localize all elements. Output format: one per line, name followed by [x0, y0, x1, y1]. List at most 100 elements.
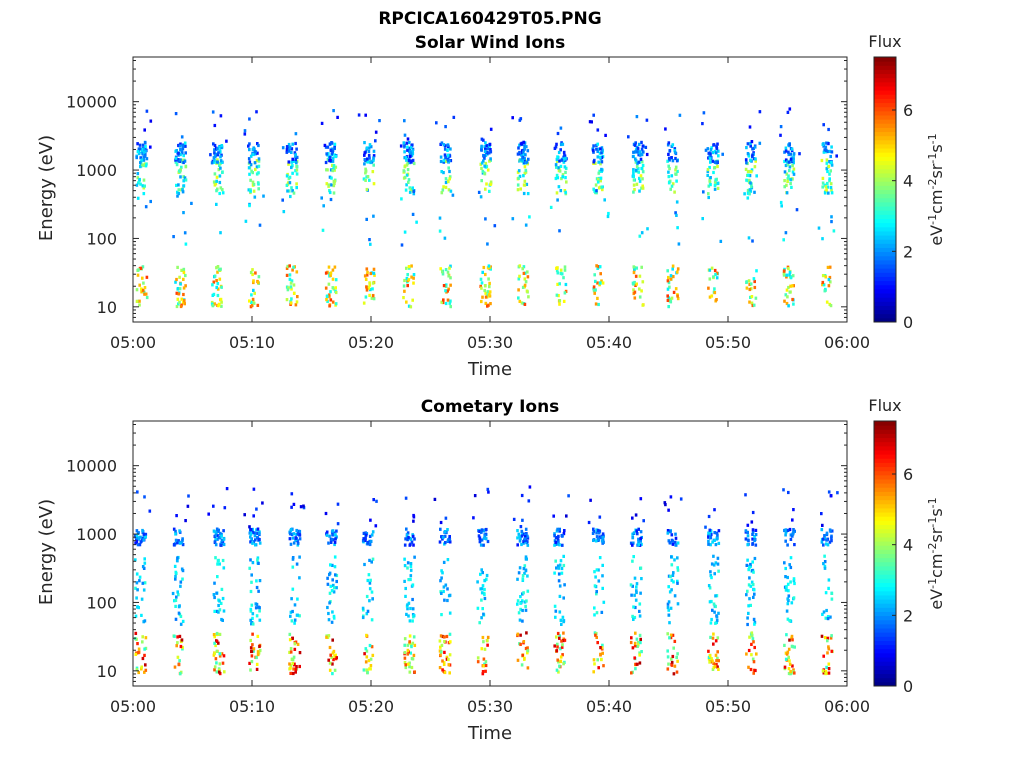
colorbar-segment: [874, 661, 896, 666]
flux-cell: [440, 170, 443, 174]
flux-cell: [561, 653, 564, 657]
flux-cell: [821, 669, 825, 673]
flux-cell: [368, 534, 372, 538]
flux-cell: [448, 169, 451, 174]
flux-cell: [485, 144, 488, 148]
flux-cell: [371, 653, 375, 657]
flux-cell: [141, 265, 145, 269]
flux-cell: [708, 586, 712, 590]
flux-cell: [667, 152, 670, 156]
flux-cell: [433, 497, 437, 501]
flux-cell: [371, 170, 375, 174]
flux-cell: [248, 204, 251, 208]
flux-cell: [484, 663, 488, 668]
flux-cell: [641, 144, 645, 148]
flux-cell: [675, 213, 678, 217]
flux-cell: [409, 568, 413, 572]
flux-cell: [178, 541, 182, 545]
flux-cell: [637, 170, 640, 174]
flux-cell: [320, 196, 323, 200]
flux-cell: [552, 514, 555, 518]
flux-cell: [216, 537, 219, 541]
flux-cell: [822, 144, 825, 148]
flux-cell: [329, 290, 332, 294]
flux-cell: [369, 667, 372, 671]
flux-cell: [213, 651, 216, 655]
flux-cell: [478, 621, 481, 625]
flux-cell: [174, 532, 177, 536]
flux-cell: [182, 301, 185, 305]
flux-cell: [179, 622, 183, 626]
flux-cell: [524, 608, 528, 612]
flux-cell: [328, 645, 332, 650]
flux-cell: [637, 142, 641, 146]
flux-cell: [707, 514, 711, 519]
flux-cell: [667, 508, 670, 512]
y-tick-label: 1000: [76, 525, 117, 544]
flux-cell: [716, 656, 719, 660]
flux-cell: [751, 510, 755, 515]
flux-cell: [177, 143, 180, 148]
flux-cell: [517, 611, 521, 615]
flux-cell: [750, 295, 754, 299]
flux-cell: [295, 300, 299, 304]
flux-cell: [560, 571, 564, 575]
flux-cell: [783, 528, 786, 533]
flux-cell: [830, 188, 833, 192]
colorbar-segment: [874, 545, 896, 550]
flux-cell: [251, 527, 254, 531]
flux-cell: [442, 160, 446, 164]
flux-cell: [522, 140, 525, 144]
flux-cell: [213, 151, 216, 155]
flux-cell: [327, 634, 331, 638]
y-tick-label: 10: [97, 298, 117, 317]
flux-cell: [403, 643, 406, 647]
flux-cell: [412, 614, 416, 618]
flux-cell: [670, 660, 674, 665]
flux-cell: [216, 575, 219, 579]
flux-cell: [368, 283, 372, 287]
flux-cell: [749, 141, 752, 146]
flux-cell: [524, 604, 527, 608]
flux-cell: [256, 531, 259, 535]
flux-cell: [142, 158, 146, 162]
flux-cell: [645, 152, 649, 157]
flux-cell: [746, 589, 749, 593]
flux-cell: [138, 575, 142, 579]
flux-cell: [444, 180, 448, 185]
flux-cell: [519, 601, 522, 605]
flux-cell: [215, 670, 219, 674]
flux-cell: [593, 291, 596, 295]
x-tick-label: 05:50: [705, 333, 751, 352]
flux-cell: [140, 150, 144, 154]
flux-cell: [447, 166, 450, 170]
flux-cell: [216, 160, 219, 164]
flux-cell: [522, 591, 525, 595]
colorbar-segment: [874, 454, 896, 459]
flux-cell: [253, 195, 257, 199]
flux-cell: [564, 190, 567, 194]
flux-cell: [679, 497, 683, 501]
flux-cell: [556, 645, 559, 649]
flux-cell: [413, 670, 416, 674]
flux-cell: [710, 294, 714, 298]
flux-cell: [783, 185, 786, 189]
colorbar-segment: [874, 110, 896, 116]
colorbar-title: Flux: [868, 396, 901, 415]
flux-cell: [329, 563, 332, 567]
flux-cell: [602, 540, 605, 544]
flux-cell: [792, 161, 795, 165]
flux-cell: [673, 149, 676, 153]
flux-cell: [486, 487, 490, 491]
flux-cell: [754, 157, 757, 161]
flux-cell: [483, 156, 486, 160]
flux-cell: [250, 580, 253, 584]
flux-cell: [225, 487, 229, 491]
flux-cell: [481, 607, 484, 611]
flux-cell: [403, 564, 407, 568]
flux-cell: [826, 149, 830, 154]
flux-cell: [181, 151, 184, 155]
flux-cell: [555, 157, 559, 161]
flux-cell: [408, 640, 411, 644]
flux-cell: [447, 287, 450, 291]
